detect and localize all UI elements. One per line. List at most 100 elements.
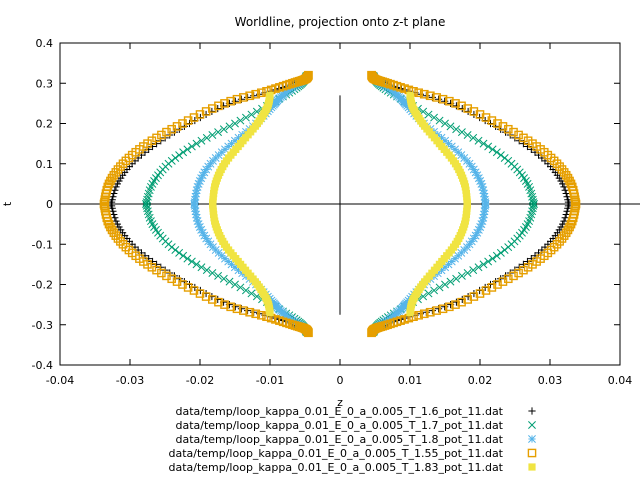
legend-marker: [528, 421, 536, 429]
data-point: [225, 122, 234, 131]
data-point: [200, 231, 209, 240]
data-point: [194, 220, 203, 229]
data-point: [239, 306, 248, 315]
data-point: [214, 271, 223, 280]
data-point: [191, 192, 200, 201]
data-point: [192, 139, 201, 148]
data-point: [523, 136, 533, 146]
data-point: [143, 204, 152, 213]
data-point: [557, 165, 567, 174]
data-point: [194, 179, 203, 188]
data-point: [471, 168, 480, 177]
data-point: [245, 307, 254, 317]
data-point: [225, 277, 234, 286]
data-point: [208, 269, 217, 277]
data-point: [214, 297, 223, 307]
data-point: [441, 119, 449, 128]
data-point: [162, 127, 171, 137]
data-point: [406, 91, 414, 99]
data-point: [474, 225, 483, 234]
data-point: [304, 70, 313, 80]
data-point: [477, 179, 486, 188]
data-point: [492, 148, 501, 157]
data-point: [469, 292, 479, 301]
data-point: [237, 305, 246, 313]
data-point: [480, 192, 489, 201]
legend-marker: [528, 407, 536, 415]
data-point: [143, 192, 152, 201]
y-axis-label: t: [1, 201, 14, 206]
data-point: [110, 189, 118, 198]
data-point: [219, 274, 228, 283]
data-point: [430, 286, 439, 295]
data-point: [202, 266, 211, 275]
data-point: [226, 302, 235, 312]
data-point: [435, 283, 444, 292]
data-point: [469, 234, 478, 243]
data-point: [207, 104, 217, 113]
y-tick-label: 0.1: [36, 158, 54, 171]
data-point: [257, 88, 266, 98]
data-point: [469, 133, 478, 142]
data-point: [220, 99, 229, 108]
data-point: [198, 171, 207, 180]
data-point: [109, 193, 117, 201]
data-point: [162, 271, 171, 281]
data-point: [187, 257, 196, 266]
data-point: [563, 207, 571, 215]
data-point: [476, 177, 485, 185]
data-point: [197, 174, 206, 183]
data-point: [552, 159, 562, 169]
data-point: [564, 196, 572, 204]
data-point: [432, 93, 441, 102]
data-point: [478, 182, 487, 191]
legend-label: data/temp/loop_kappa_0.01_E_0_a_0.005_T_…: [175, 433, 503, 446]
data-point: [152, 133, 161, 143]
x-tick-label: 0.04: [608, 374, 633, 387]
data-point: [476, 223, 485, 231]
data-point: [474, 263, 483, 272]
data-point: [560, 183, 568, 191]
data-point: [519, 265, 528, 275]
legend-marker: [527, 448, 537, 458]
data-point: [247, 110, 256, 119]
legend-entry-5: data/temp/loop_kappa_0.01_E_0_a_0.005_T_…: [168, 461, 536, 474]
data-point: [143, 207, 152, 216]
data-point: [179, 148, 188, 157]
data-point: [563, 193, 571, 201]
data-point: [469, 266, 478, 275]
data-point: [457, 128, 466, 137]
data-point: [257, 310, 266, 320]
data-point: [452, 125, 461, 134]
data-point: [157, 268, 166, 278]
data-point: [479, 213, 488, 222]
data-point: [191, 207, 200, 216]
x-tick-label: -0.02: [186, 374, 214, 387]
data-marks: [60, 70, 640, 338]
data-point: [446, 277, 455, 286]
data-point: [220, 300, 229, 309]
data-point: [528, 204, 537, 213]
legend: data/temp/loop_kappa_0.01_E_0_a_0.005_T_…: [168, 405, 537, 474]
data-point: [108, 204, 116, 212]
data-point: [561, 186, 569, 194]
data-point: [113, 165, 123, 174]
data-point: [471, 231, 480, 240]
data-point: [152, 265, 161, 275]
data-point: [528, 260, 537, 269]
data-point: [111, 168, 121, 177]
data-point: [509, 271, 518, 281]
data-point: [451, 300, 460, 309]
data-point: [437, 133, 446, 142]
data-point: [116, 237, 125, 246]
data-point: [484, 257, 493, 266]
y-tick-label: -0.2: [32, 279, 53, 292]
data-point: [197, 136, 206, 145]
data-point: [241, 113, 250, 122]
data-point: [113, 234, 123, 243]
data-point: [147, 262, 157, 272]
data-point: [562, 189, 570, 198]
data-point: [555, 237, 564, 246]
data-point: [239, 93, 248, 102]
